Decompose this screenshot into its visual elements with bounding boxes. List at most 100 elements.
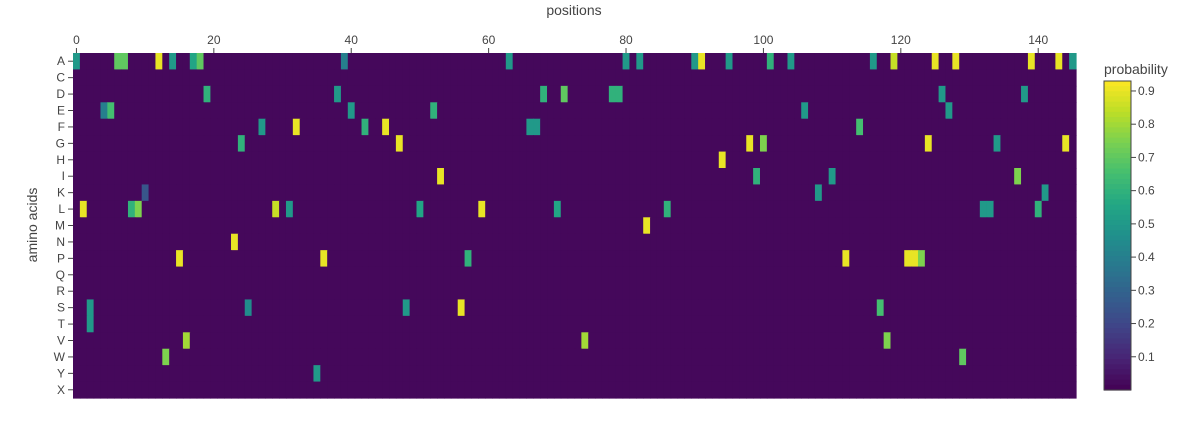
heatmap-cell [938, 233, 947, 251]
heatmap-cell [134, 217, 143, 235]
heatmap-cell [835, 168, 844, 186]
heatmap-cell [883, 299, 892, 317]
heatmap-cell [79, 348, 88, 366]
heatmap-cell [114, 200, 122, 218]
heatmap-cell [450, 53, 459, 71]
heatmap-cell [636, 315, 644, 333]
heatmap-cell [443, 151, 452, 169]
heatmap-cell [148, 250, 157, 268]
heatmap-cell [917, 69, 926, 87]
heatmap-cell [787, 365, 795, 383]
heatmap-cell [753, 299, 761, 317]
heatmap-cell [423, 299, 431, 317]
heatmap-cell [766, 266, 775, 284]
heatmap-cell [766, 315, 775, 333]
heatmap-cell [107, 200, 115, 218]
heatmap-cell [986, 135, 995, 153]
heatmap-cell [670, 118, 679, 136]
heatmap-cell [210, 381, 218, 399]
heatmap-cell [931, 381, 940, 399]
heatmap-cell [773, 168, 782, 186]
heatmap-cell [773, 102, 782, 120]
heatmap-cell [725, 53, 734, 71]
heatmap-cell [890, 348, 898, 366]
heatmap-cell [993, 365, 1002, 383]
heatmap-cell [588, 299, 596, 317]
heatmap-cell [821, 151, 830, 169]
heatmap-cell [849, 53, 857, 71]
heatmap-cell [471, 69, 479, 87]
heatmap-cell [622, 299, 631, 317]
heatmap-cell [450, 135, 459, 153]
heatmap-cell [182, 299, 191, 317]
heatmap-cell [698, 135, 706, 153]
heatmap-cell [73, 85, 81, 103]
heatmap-cell [938, 283, 947, 301]
heatmap-cell [540, 381, 548, 399]
heatmap-cell [656, 266, 665, 284]
heatmap-cell [279, 332, 287, 350]
heatmap-cell [601, 168, 610, 186]
heatmap-cell [224, 332, 232, 350]
heatmap-cell [464, 233, 473, 251]
heatmap-cell [86, 332, 95, 350]
heatmap-cell [725, 250, 734, 268]
heatmap-cell [842, 332, 850, 350]
heatmap-cell [794, 85, 802, 103]
heatmap-cell [636, 283, 644, 301]
heatmap-cell [121, 250, 129, 268]
heatmap-cell [519, 118, 528, 136]
heatmap-cell [292, 53, 301, 71]
heatmap-cell [753, 266, 761, 284]
heatmap-cell [863, 217, 871, 235]
heatmap-cell [601, 266, 610, 284]
heatmap-cell [334, 315, 342, 333]
heatmap-cell [1048, 53, 1056, 71]
heatmap-cell [622, 381, 631, 399]
heatmap-cell [285, 168, 294, 186]
heatmap-cell [423, 102, 431, 120]
heatmap-cell [746, 348, 754, 366]
heatmap-cell [1069, 250, 1077, 268]
heatmap-cell [835, 118, 844, 136]
heatmap-cell [986, 233, 995, 251]
heatmap-cell [1021, 69, 1029, 87]
heatmap-cell [237, 332, 246, 350]
heatmap-cell [636, 102, 644, 120]
heatmap-cell [794, 69, 802, 87]
heatmap-cell [1000, 85, 1008, 103]
heatmap-cell [464, 266, 473, 284]
heatmap-cell [1027, 250, 1036, 268]
heatmap-cell [327, 184, 335, 202]
heatmap-cell [1055, 365, 1063, 383]
heatmap-cell [162, 283, 170, 301]
heatmap-cell [684, 118, 692, 136]
heatmap-cell [285, 69, 294, 87]
heatmap-cell [134, 315, 143, 333]
heatmap-cell [512, 283, 521, 301]
heatmap-cell [979, 348, 988, 366]
heatmap-cell [883, 102, 892, 120]
heatmap-cell [306, 217, 315, 235]
heatmap-cell [382, 348, 390, 366]
heatmap-cell [842, 118, 850, 136]
heatmap-cell [189, 348, 198, 366]
heatmap-cell [327, 332, 335, 350]
heatmap-cell [684, 315, 692, 333]
heatmap-cell [210, 283, 218, 301]
heatmap-cell [114, 168, 122, 186]
heatmap-cell [746, 217, 754, 235]
heatmap-cell [924, 299, 933, 317]
heatmap-cell [272, 85, 280, 103]
heatmap-cell [73, 184, 81, 202]
heatmap-cell [567, 233, 576, 251]
heatmap-cell [244, 299, 253, 317]
heatmap-cell [217, 315, 225, 333]
heatmap-cell [134, 283, 143, 301]
colorbar-segment [1104, 101, 1131, 108]
heatmap-cell [244, 233, 253, 251]
heatmap-cell [533, 332, 541, 350]
heatmap-cell [416, 85, 424, 103]
heatmap-cell [636, 151, 644, 169]
heatmap-cell [622, 168, 631, 186]
